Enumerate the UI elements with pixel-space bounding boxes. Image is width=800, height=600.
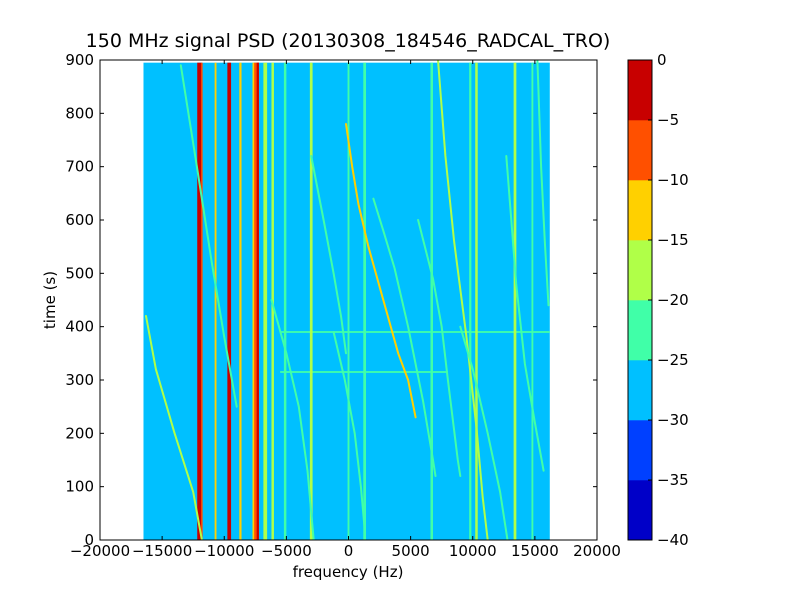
colorbar-tick-label: 0 bbox=[657, 51, 667, 69]
x-axis-label: frequency (Hz) bbox=[293, 563, 404, 581]
heatmap-vertical-line bbox=[469, 62, 472, 540]
heatmap-vertical-line bbox=[256, 62, 259, 540]
colorbar-tick-label: −25 bbox=[657, 351, 689, 369]
x-tick-label: −10000 bbox=[194, 542, 254, 560]
colorbar-segment bbox=[628, 180, 652, 241]
heatmap-sweep-trace bbox=[536, 60, 550, 307]
colorbar-tick-label: −30 bbox=[657, 411, 689, 429]
x-axis-tick-labels: −20000 −15000 −10000 −5000 0 5000 10000 15000 20… bbox=[70, 542, 621, 560]
y-axis-tick-labels: 0 100 200 300 400 500 600 700 800 900 bbox=[65, 51, 94, 549]
plot-area bbox=[99, 59, 598, 541]
colorbar-tick-label: −5 bbox=[657, 111, 679, 129]
heatmap-vertical-line bbox=[283, 62, 287, 540]
heatmap-sweep-trace bbox=[332, 331, 366, 531]
colorbar-tick-label: −10 bbox=[657, 171, 689, 189]
heatmap-vertical-line bbox=[252, 62, 256, 540]
heatmap-vertical-line bbox=[531, 62, 534, 540]
heatmap-sweep-trace bbox=[179, 64, 238, 408]
colorbar-segment bbox=[628, 60, 652, 121]
heatmap-sweep-trace bbox=[437, 60, 489, 540]
x-tick-label: 0 bbox=[344, 542, 354, 560]
y-tick-label: 100 bbox=[65, 478, 94, 496]
y-tick-label: 600 bbox=[65, 211, 94, 229]
colorbar-segment bbox=[628, 240, 652, 301]
heatmap-vertical-line bbox=[513, 62, 517, 540]
colorbar-segment bbox=[628, 120, 652, 181]
y-tick-label: 400 bbox=[65, 318, 94, 336]
heatmap-sweep-trace bbox=[270, 299, 315, 540]
colorbar-segment bbox=[628, 480, 652, 541]
colorbar-tick-label: −35 bbox=[657, 471, 689, 489]
y-tick-label: 300 bbox=[65, 371, 94, 389]
heatmap-vertical-line bbox=[475, 62, 478, 540]
spectrogram-heatmap bbox=[143, 60, 550, 540]
colorbar-segment bbox=[628, 360, 652, 421]
heatmap-vertical-line bbox=[197, 62, 202, 540]
x-tick-label: −20000 bbox=[70, 542, 130, 560]
y-tick-label: 800 bbox=[65, 104, 94, 122]
colorbar-tick-label: −40 bbox=[657, 531, 689, 549]
heatmap-sweep-trace bbox=[417, 219, 462, 477]
y-tick-label: 900 bbox=[65, 51, 94, 69]
chart-title: 150 MHz signal PSD (20130308_184546_RADC… bbox=[86, 30, 611, 52]
heatmap-sweep-trace bbox=[372, 197, 437, 477]
x-tick-label: 5000 bbox=[392, 542, 430, 560]
heatmap-sweep-trace bbox=[145, 315, 203, 540]
heatmap-vertical-line bbox=[227, 62, 232, 540]
heatmap-vertical-line bbox=[309, 62, 313, 540]
heatmap-vertical-line bbox=[201, 62, 203, 540]
plot-frame bbox=[99, 59, 598, 541]
x-tick-label: 10000 bbox=[449, 542, 497, 560]
heatmap-horizontal-band bbox=[280, 331, 550, 333]
heatmap-vertical-line bbox=[347, 62, 350, 540]
y-tick-label: 0 bbox=[84, 531, 94, 549]
colorbar-segment bbox=[628, 420, 652, 481]
colorbar-tick-labels: −40 −35 −30 −25 −20 −15 −10 −5 0 bbox=[657, 51, 689, 549]
y-tick-label: 700 bbox=[65, 158, 94, 176]
heatmap-vertical-line bbox=[363, 62, 367, 540]
x-tick-label: −15000 bbox=[132, 542, 192, 560]
heatmap-vertical-line bbox=[239, 62, 242, 540]
colorbar bbox=[627, 59, 653, 541]
y-tick-label: 200 bbox=[65, 424, 94, 442]
y-axis-label: time (s) bbox=[41, 271, 59, 329]
x-tick-label: 15000 bbox=[511, 542, 559, 560]
x-tick-label: 20000 bbox=[573, 542, 621, 560]
heatmap-vertical-line bbox=[430, 62, 433, 540]
heatmap-background-cell bbox=[143, 62, 550, 540]
heatmap-vertical-line bbox=[263, 62, 268, 540]
heatmap-sweep-trace bbox=[345, 123, 417, 419]
heatmap-vertical-line bbox=[254, 62, 259, 540]
colorbar-tick-label: −20 bbox=[657, 291, 689, 309]
heatmap-sweep-trace bbox=[505, 155, 545, 472]
colorbar-segment bbox=[628, 300, 652, 361]
colorbar-tick-label: −15 bbox=[657, 231, 689, 249]
y-tick-label: 500 bbox=[65, 264, 94, 282]
heatmap-vertical-line bbox=[214, 62, 217, 540]
heatmap-sweep-trace bbox=[310, 155, 347, 355]
heatmap-sweep-trace bbox=[459, 325, 509, 540]
x-tick-label: −5000 bbox=[261, 542, 312, 560]
